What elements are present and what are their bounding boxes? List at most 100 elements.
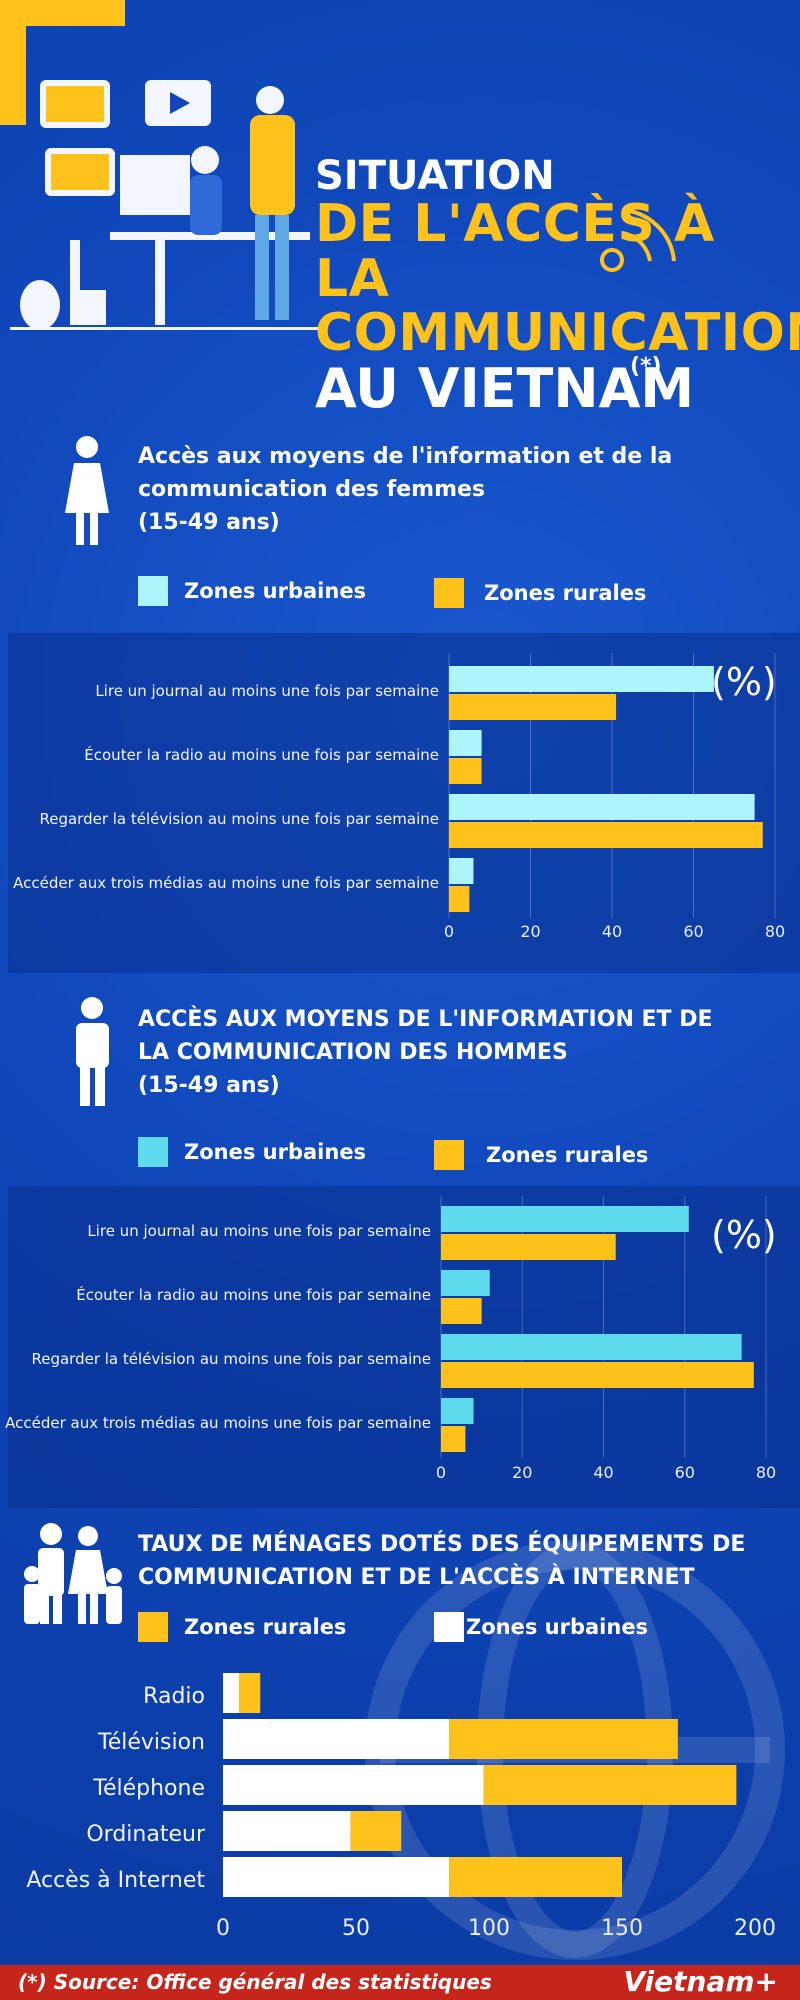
legend-label-rural: Zones rurales bbox=[486, 1143, 649, 1167]
bar-rural bbox=[441, 1362, 754, 1388]
family-icon bbox=[24, 1523, 122, 1624]
brand-logo: Vietnam+ bbox=[623, 1965, 778, 1998]
bar-urban bbox=[223, 1765, 484, 1805]
bar-urban bbox=[223, 1811, 351, 1851]
corner-decoration bbox=[0, 0, 125, 125]
bar-urban bbox=[441, 1398, 474, 1424]
men-age-range: (15-49 ans) bbox=[138, 1073, 280, 1098]
x-tick-label: 150 bbox=[601, 1916, 643, 1941]
x-tick-label: 200 bbox=[734, 1916, 776, 1941]
legend-label-rural: Zones rurales bbox=[184, 1615, 347, 1639]
legend-swatch-urban bbox=[434, 1612, 464, 1642]
households-stacked-bar-chart: 0 50 100 150 200 Radio Télévision Téléphone Ordi… bbox=[26, 1673, 776, 1941]
legend-swatch-rural bbox=[434, 1140, 464, 1170]
households-legend-rural: Zones rurales bbox=[138, 1612, 346, 1642]
category-label: Regarder la télévision au moins une fois… bbox=[31, 1350, 431, 1368]
category-label: Téléphone bbox=[92, 1776, 205, 1801]
bar-urban bbox=[449, 666, 714, 692]
bar-urban bbox=[441, 1270, 490, 1296]
bar-urban bbox=[223, 1719, 450, 1759]
category-label: Lire un journal au moins une fois par se… bbox=[95, 682, 439, 700]
bar-urban bbox=[449, 794, 755, 820]
title-line-3: LA COMMUNICATION bbox=[315, 248, 800, 364]
women-age-range: (15-49 ans) bbox=[138, 510, 280, 535]
legend-swatch-urban bbox=[138, 1137, 168, 1167]
category-label: Écouter la radio au moins une fois par s… bbox=[76, 1285, 431, 1304]
page-title: SITUATION DE L'ACCÈS À LA COMMUNICATION … bbox=[315, 153, 800, 420]
x-tick-label: 80 bbox=[765, 922, 785, 941]
men-section-title: ACCÈS AUX MOYENS DE L'INFORMATION ET DE … bbox=[138, 1003, 738, 1102]
man-icon bbox=[76, 997, 109, 1106]
bar-rural bbox=[449, 1719, 678, 1759]
bar-rural bbox=[350, 1811, 402, 1851]
legend-label-urban: Zones urbaines bbox=[466, 1615, 649, 1639]
category-label: Ordinateur bbox=[86, 1822, 206, 1847]
hero-illustration bbox=[10, 80, 320, 330]
men-unit-label: (%) bbox=[711, 1213, 777, 1257]
x-tick-label: 100 bbox=[468, 1916, 510, 1941]
x-tick-label: 0 bbox=[444, 922, 454, 941]
title-line-1: SITUATION bbox=[315, 153, 555, 199]
bar-rural bbox=[483, 1765, 737, 1805]
women-legend-rural: Zones rurales bbox=[434, 578, 646, 608]
households-legend-urban: Zones urbaines bbox=[434, 1612, 648, 1642]
men-bar-chart: 0 20 40 60 80 Lire un journal au moins une fo… bbox=[5, 1196, 776, 1482]
category-label: Accéder aux trois médias au moins une fo… bbox=[13, 874, 439, 892]
x-tick-label: 20 bbox=[512, 1463, 532, 1482]
legend-label-urban: Zones urbaines bbox=[184, 579, 367, 603]
bar-rural bbox=[449, 886, 470, 912]
title-line-2: DE L'ACCÈS À bbox=[315, 194, 715, 254]
x-tick-label: 0 bbox=[216, 1916, 230, 1941]
households-title-text: TAUX DE MÉNAGES DOTÉS DES ÉQUIPEMENTS DE… bbox=[138, 1532, 746, 1590]
category-label: Écouter la radio au moins une fois par s… bbox=[84, 745, 439, 764]
bar-rural bbox=[449, 758, 482, 784]
bar-rural bbox=[238, 1673, 261, 1713]
category-label: Accès à Internet bbox=[26, 1868, 205, 1893]
x-tick-label: 40 bbox=[593, 1463, 613, 1482]
men-title-text: ACCÈS AUX MOYENS DE L'INFORMATION ET DE … bbox=[138, 1007, 713, 1065]
legend-swatch-urban bbox=[138, 576, 168, 606]
men-legend-urban: Zones urbaines bbox=[138, 1137, 366, 1167]
legend-label-rural: Zones rurales bbox=[484, 581, 647, 605]
x-tick-label: 80 bbox=[756, 1463, 776, 1482]
bar-rural bbox=[441, 1298, 482, 1324]
source-note: (*) Source: Office général des statistiq… bbox=[18, 1970, 492, 1994]
x-tick-label: 60 bbox=[675, 1463, 695, 1482]
women-title-text: Accès aux moyens de l'information et de … bbox=[138, 444, 673, 502]
category-label: Lire un journal au moins une fois par se… bbox=[87, 1222, 431, 1240]
women-bar-chart: 0 20 40 60 80 Lire un journal au moins une fo… bbox=[13, 653, 785, 941]
bar-urban bbox=[441, 1206, 689, 1232]
footer-bar: (*) Source: Office général des statistiq… bbox=[0, 1965, 800, 2000]
title-note-mark: (*) bbox=[630, 354, 662, 379]
x-tick-label: 50 bbox=[342, 1916, 370, 1941]
bar-rural bbox=[449, 822, 763, 848]
bar-urban bbox=[441, 1334, 742, 1360]
bar-urban bbox=[449, 858, 474, 884]
bar-rural bbox=[449, 1857, 622, 1897]
bar-rural bbox=[449, 694, 617, 720]
legend-swatch-rural bbox=[434, 578, 464, 608]
title-line-4: AU VIETNAM bbox=[315, 356, 695, 420]
bar-rural bbox=[441, 1426, 466, 1452]
category-label: Radio bbox=[143, 1684, 205, 1709]
woman-icon bbox=[65, 436, 109, 545]
bar-urban bbox=[223, 1857, 450, 1897]
x-tick-label: 60 bbox=[683, 922, 703, 941]
category-label: Regarder la télévision au moins une fois… bbox=[39, 810, 439, 828]
x-tick-label: 40 bbox=[602, 922, 622, 941]
x-tick-label: 20 bbox=[520, 922, 540, 941]
bar-urban bbox=[449, 730, 482, 756]
bar-rural bbox=[441, 1234, 616, 1260]
x-tick-label: 0 bbox=[436, 1463, 446, 1482]
legend-swatch-rural bbox=[138, 1612, 168, 1642]
bar-urban bbox=[223, 1673, 239, 1713]
legend-label-urban: Zones urbaines bbox=[184, 1140, 367, 1164]
households-section-title: TAUX DE MÉNAGES DOTÉS DES ÉQUIPEMENTS DE… bbox=[138, 1528, 758, 1594]
category-label: Accéder aux trois médias au moins une fo… bbox=[5, 1414, 431, 1432]
men-legend-rural: Zones rurales bbox=[434, 1140, 648, 1170]
women-unit-label: (%) bbox=[711, 660, 777, 704]
signal-icon bbox=[600, 208, 676, 272]
category-label: Télévision bbox=[97, 1730, 205, 1755]
women-legend-urban: Zones urbaines bbox=[138, 576, 366, 606]
